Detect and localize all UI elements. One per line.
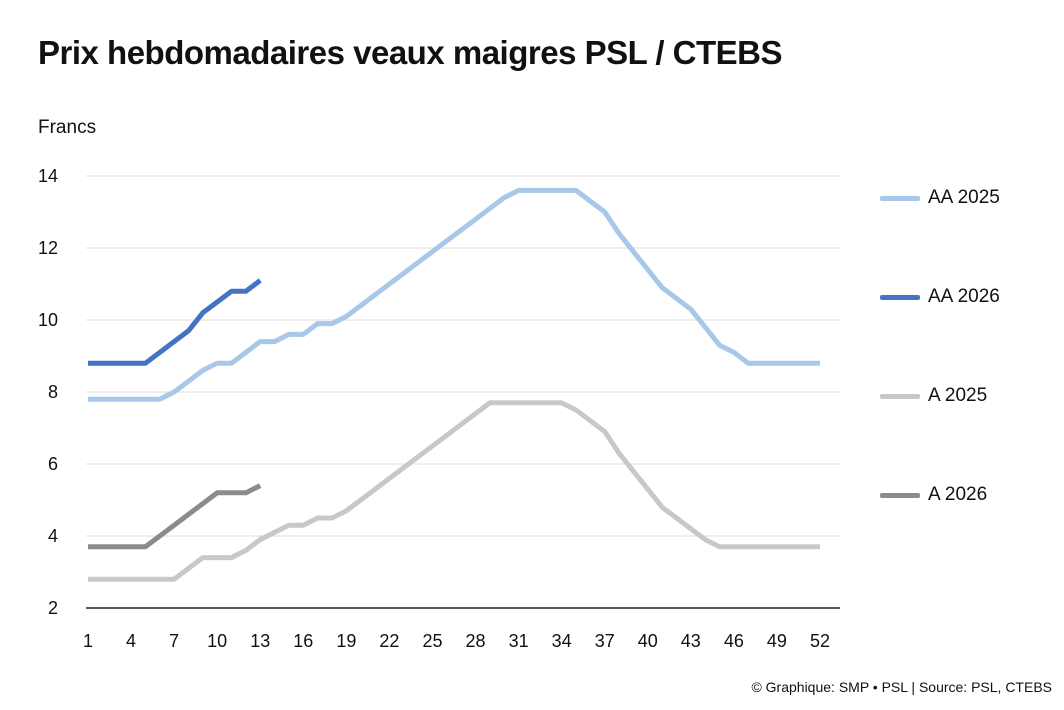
- legend-label-a-2026: A 2026: [928, 484, 988, 505]
- x-tick-label: 1: [83, 631, 93, 651]
- x-tick-label: 19: [336, 631, 356, 651]
- x-tick-label: 25: [422, 631, 442, 651]
- series-line-a-2025: [88, 400, 820, 582]
- y-tick-label: 4: [48, 526, 58, 546]
- x-tick-label: 31: [509, 631, 529, 651]
- y-axis-label: Francs: [38, 117, 97, 138]
- x-tick-label: 7: [169, 631, 179, 651]
- x-tick-label: 10: [207, 631, 227, 651]
- legend-label-aa-2026: AA 2026: [928, 286, 1000, 307]
- legend-item-a-2026: A 2026: [880, 483, 987, 507]
- legend-label-aa-2025: AA 2025: [928, 187, 1000, 208]
- y-tick-label: 6: [48, 454, 58, 474]
- x-tick-label: 46: [724, 631, 744, 651]
- chart-title: Prix hebdomadaires veaux maigres PSL / C…: [38, 34, 783, 71]
- legend-swatch-a-2026: [880, 492, 920, 498]
- y-tick-label: 12: [38, 238, 58, 258]
- legend-label-a-2025: A 2025: [928, 385, 988, 406]
- legend-item-a-2025: A 2025: [880, 384, 987, 408]
- x-tick-label: 43: [681, 631, 701, 651]
- x-tick-label: 37: [595, 631, 615, 651]
- x-tick-label: 4: [126, 631, 136, 651]
- y-tick-label: 10: [38, 310, 58, 330]
- series-line-aa-2025: [88, 187, 820, 402]
- x-tick-label: 16: [293, 631, 313, 651]
- x-tick-label: 49: [767, 631, 787, 651]
- series-line-a-2026: [88, 483, 262, 550]
- y-tick-label: 2: [48, 598, 58, 618]
- x-tick-label: 40: [638, 631, 658, 651]
- legend-swatch-a-2025: [880, 393, 920, 399]
- y-tick-label: 14: [38, 166, 58, 186]
- source-credit: © Graphique: SMP • PSL | Source: PSL, CT…: [751, 679, 1052, 695]
- x-tick-label: 22: [379, 631, 399, 651]
- x-tick-label: 52: [810, 631, 830, 651]
- x-tick-label: 13: [250, 631, 270, 651]
- series-line-aa-2026: [88, 278, 262, 366]
- legend-item-aa-2025: AA 2025: [880, 186, 1000, 210]
- legend-swatch-aa-2026: [880, 294, 920, 300]
- x-tick-label: 28: [466, 631, 486, 651]
- legend-item-aa-2026: AA 2026: [880, 285, 1000, 309]
- y-tick-label: 8: [48, 382, 58, 402]
- x-tick-label: 34: [552, 631, 572, 651]
- legend-swatch-aa-2025: [880, 195, 920, 201]
